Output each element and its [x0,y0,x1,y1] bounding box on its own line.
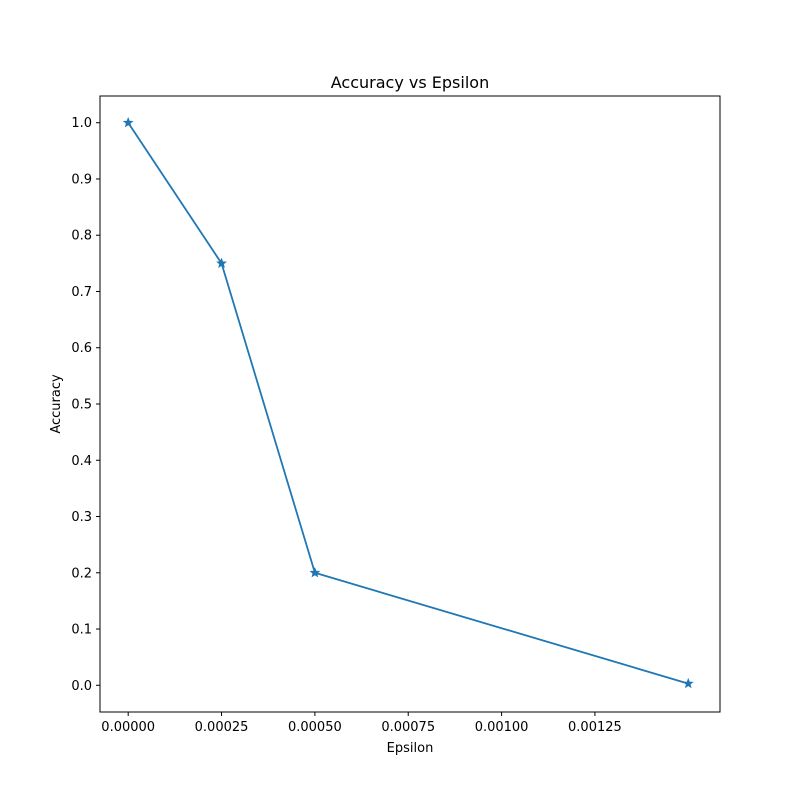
data-point-marker [682,677,694,689]
y-tick-label: 0.7 [71,285,92,300]
data-point-marker [216,257,227,268]
y-tick-label: 0.3 [71,510,92,525]
x-tick-label: 0.00125 [568,720,622,735]
y-tick-label: 0.9 [71,172,92,187]
y-tick-label: 0.2 [71,566,92,581]
x-tick-label: 0.00000 [101,720,155,735]
axes-frame [99,95,721,713]
x-tick-label: 0.00100 [475,720,529,735]
y-tick-label: 0.1 [71,623,92,638]
x-tick-label: 0.00025 [195,720,249,735]
x-axis: 0.00000 0.00025 0.00050 0.00075 0.00100 0.001… [101,712,622,735]
y-tick-label: 0.4 [71,454,92,469]
y-tick-label: 0.6 [71,341,92,356]
y-tick-label: 0.5 [71,398,92,413]
series-line [127,122,689,685]
x-axis-label: Epsilon [387,741,434,756]
data-point-marker [309,567,321,578]
chart-title: Accuracy vs Epsilon [331,73,489,92]
x-tick-label: 0.00050 [288,720,342,735]
y-tick-label: 1.0 [71,116,92,131]
y-tick-label: 0.8 [71,229,92,244]
y-axis-label: Accuracy [49,374,64,434]
x-tick-label: 0.00075 [381,720,435,735]
y-axis: 0.0 0.1 0.2 0.3 0.4 0.5 0.6 0.7 0.8 0.9 1.0 [71,116,100,694]
plot-area [122,117,694,689]
data-point-marker [122,117,134,128]
y-tick-label: 0.0 [71,679,92,694]
